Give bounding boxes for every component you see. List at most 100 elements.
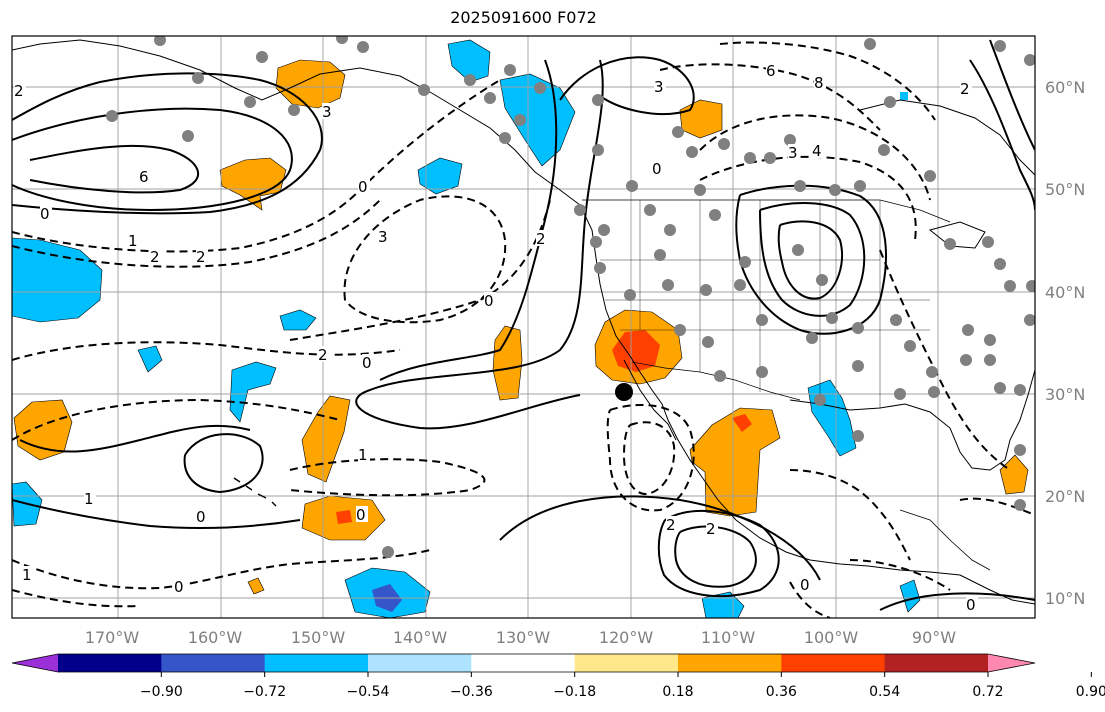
colorbar-segment (58, 654, 162, 672)
contour-label: 6 (139, 168, 149, 186)
lat-label: 60°N (1045, 78, 1085, 97)
contour-line (12, 79, 501, 253)
contour-label: 6 (766, 62, 776, 80)
station-dots (106, 36, 1035, 558)
contour-label: 0 (356, 506, 366, 524)
contour-line (622, 421, 676, 496)
colorbar-segment (678, 654, 782, 672)
negative-anomaly-area (899, 579, 921, 613)
contour-line (674, 525, 757, 588)
positive-anomaly-area (301, 395, 351, 483)
contour-label: 1 (128, 232, 138, 250)
contour-label: 0 (196, 508, 206, 526)
contour-label: 3 (378, 228, 388, 246)
contour-label: 0 (174, 578, 184, 596)
lon-label: 100°W (804, 628, 859, 647)
lon-label: 130°W (496, 628, 551, 647)
colorbar-tick-label: −0.18 (553, 684, 596, 700)
contour-label: 1 (84, 490, 94, 508)
contour-line (289, 458, 486, 497)
colorbar-segment (471, 654, 576, 672)
positive-anomaly-area (492, 325, 523, 401)
strong-anomaly-core (336, 510, 352, 524)
contour-line (12, 499, 301, 529)
contour-line (183, 433, 264, 494)
contour-label: 2 (960, 80, 970, 98)
colorbar-segment (781, 654, 886, 672)
positive-anomaly-area (247, 577, 265, 595)
colorbar-tick-label: −0.90 (140, 684, 183, 700)
lon-label: 160°W (188, 628, 243, 647)
longitude-labels: 170°W 160°W 150°W 140°W 130°W 120°W 110°… (85, 628, 956, 647)
lon-label: 120°W (599, 628, 654, 647)
negative-anomaly-area (900, 92, 908, 100)
negative-anomaly-area (137, 345, 163, 373)
contour-label: 1 (358, 446, 368, 464)
contour-line (12, 549, 431, 590)
colorbar-segments (58, 654, 989, 672)
contour-line (657, 510, 780, 598)
lon-label: 90°W (912, 628, 956, 647)
lon-label: 150°W (291, 628, 346, 647)
colorbar-tick-label: −0.54 (347, 684, 390, 700)
contour-line (777, 220, 843, 300)
colorbar-segment (884, 654, 989, 672)
contour-line (12, 589, 141, 608)
contour-label: 0 (484, 292, 494, 310)
contour-label: 3 (654, 78, 664, 96)
contour-line (559, 56, 695, 116)
contour-label: 0 (40, 205, 50, 223)
colorbar-tick-label: 0.90 (1076, 684, 1105, 700)
contour-label: 0 (966, 596, 976, 614)
contour-label: 0 (362, 354, 372, 372)
contour-line (12, 199, 381, 268)
contour-label: 2 (318, 346, 328, 364)
solid-contours (12, 39, 1035, 611)
lat-label: 40°N (1045, 283, 1085, 302)
west-coast (579, 204, 1035, 605)
colorbar-segment (264, 654, 369, 672)
contour-labels: 2 3 6 0 1 2 2 3 0 2 0 1 0 2 (14, 62, 978, 614)
negative-anomaly-area (701, 591, 745, 618)
contour-line (849, 559, 951, 591)
colorbar-extend-high (988, 654, 1035, 672)
latitude-labels: 60°N 50°N 40°N 30°N 20°N 10°N (1045, 78, 1085, 608)
strong-anomaly-core (612, 330, 660, 372)
contour-line (12, 107, 293, 212)
contour-line (355, 59, 604, 430)
contour-line (699, 155, 917, 241)
contour-line (789, 581, 831, 618)
lon-label: 170°W (85, 628, 140, 647)
contour-label: 2 (666, 516, 676, 534)
coastlines (12, 39, 1035, 605)
contour-line (12, 72, 323, 215)
contour-line (879, 249, 1011, 471)
colorbar-segment (574, 654, 679, 672)
contour-line (379, 59, 558, 381)
contour-label: 3 (322, 103, 332, 121)
contour-line (12, 398, 341, 441)
lat-label: 30°N (1045, 385, 1085, 404)
positive-anomaly-area (13, 399, 73, 461)
colorbar-tick-label: 0.72 (972, 684, 1003, 700)
contour-label: 0 (800, 576, 810, 594)
colorbar-tick-label: −0.72 (243, 684, 286, 700)
map-frame (11, 35, 1036, 619)
contour-label: 2 (706, 520, 716, 538)
contour-label: 2 (196, 248, 206, 266)
positive-anomaly-area (275, 59, 346, 109)
east-coast (1004, 369, 1035, 461)
contour-label: 8 (814, 74, 824, 92)
negative-anomaly-area (229, 361, 277, 423)
plot-title: 2025091600 F072 (450, 8, 597, 27)
positive-anomaly-area (999, 454, 1029, 495)
strong-anomaly-core (732, 414, 752, 432)
contour-label: 4 (812, 142, 822, 160)
lat-label: 20°N (1045, 487, 1085, 506)
colorbar-tick-label: 0.54 (869, 684, 900, 700)
contour-line (989, 39, 1035, 151)
negative-anomaly-area (279, 309, 317, 331)
central-america (899, 509, 991, 571)
positive-anomaly-area (219, 157, 287, 211)
